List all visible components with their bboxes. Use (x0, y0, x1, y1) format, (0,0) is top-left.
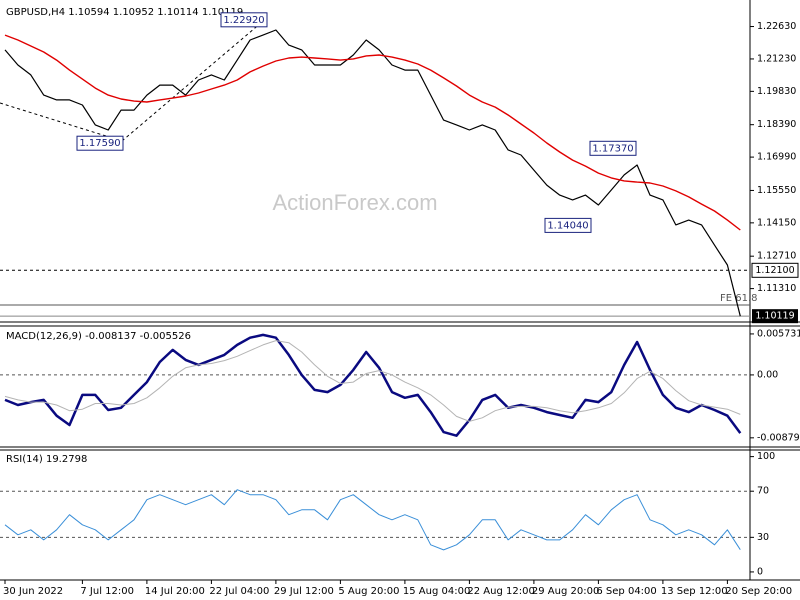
x-tick-label: 20 Sep 20:00 (725, 586, 792, 597)
y-tick-label: 1.14150 (757, 217, 796, 228)
annotation-box (544, 217, 592, 233)
y-tick-label: 1.19830 (757, 86, 796, 97)
x-tick-label: 14 Jul 20:00 (145, 586, 205, 597)
level-label: 1.10119 (755, 311, 794, 322)
level-box (752, 309, 798, 324)
panel-title: RSI(14) 19.2798 (6, 454, 87, 465)
series-line (4, 333, 742, 437)
y-tick-label: 1.18390 (757, 119, 796, 130)
y-tick-label: -0.008797 (757, 432, 800, 443)
level-box (751, 262, 799, 278)
y-tick-label: 70 (757, 486, 769, 497)
series-line (4, 489, 741, 551)
annotation-label: 1.14040 (547, 220, 588, 231)
series-line (4, 34, 741, 231)
y-tick-label: 1.12710 (757, 251, 796, 262)
x-tick-label: 22 Jul 04:00 (209, 586, 269, 597)
annotation-label: 1.22920 (223, 15, 264, 26)
x-tick-label: 29 Aug 20:00 (532, 586, 599, 597)
y-tick-label: 0 (757, 566, 763, 577)
x-tick-label: 13 Sep 12:00 (661, 586, 728, 597)
annotation-label: 1.17590 (79, 138, 120, 149)
series-line (4, 29, 741, 317)
y-tick-label: 30 (757, 532, 769, 543)
x-tick-label: 5 Aug 20:00 (338, 586, 399, 597)
y-tick-label: 1.16990 (757, 152, 796, 163)
series-line (4, 340, 741, 422)
y-tick-label: 1.11310 (757, 283, 796, 294)
panel-title: MACD(12,26,9) -0.008137 -0.005526 (6, 331, 191, 342)
y-tick-label: 0.005731 (757, 328, 800, 339)
watermark: ActionForex.com (272, 190, 437, 215)
panel-title: GBPUSD,H4 1.10594 1.10952 1.10114 1.1011… (6, 7, 243, 18)
x-tick-label: 7 Jul 12:00 (80, 586, 134, 597)
y-tick-label: 1.21230 (757, 53, 796, 64)
x-tick-label: 6 Sep 04:00 (596, 586, 656, 597)
x-tick-label: 22 Aug 12:00 (467, 586, 534, 597)
level-label: FE 61.8 (720, 293, 758, 304)
annotation-box (76, 135, 124, 151)
y-tick-label: 100 (757, 451, 775, 462)
annotation-box (589, 140, 637, 156)
x-tick-label: 29 Jul 12:00 (274, 586, 334, 597)
y-tick-label: 0.00 (757, 369, 778, 380)
y-tick-label: 1.15550 (757, 185, 796, 196)
trendline (121, 21, 263, 142)
annotation-box (220, 12, 268, 28)
level-label: 1.12100 (755, 265, 794, 276)
x-tick-label: 15 Aug 04:00 (403, 586, 470, 597)
y-tick-label: 1.22630 (757, 21, 796, 32)
x-tick-label: 30 Jun 2022 (3, 586, 63, 597)
annotation-label: 1.17370 (592, 143, 633, 154)
